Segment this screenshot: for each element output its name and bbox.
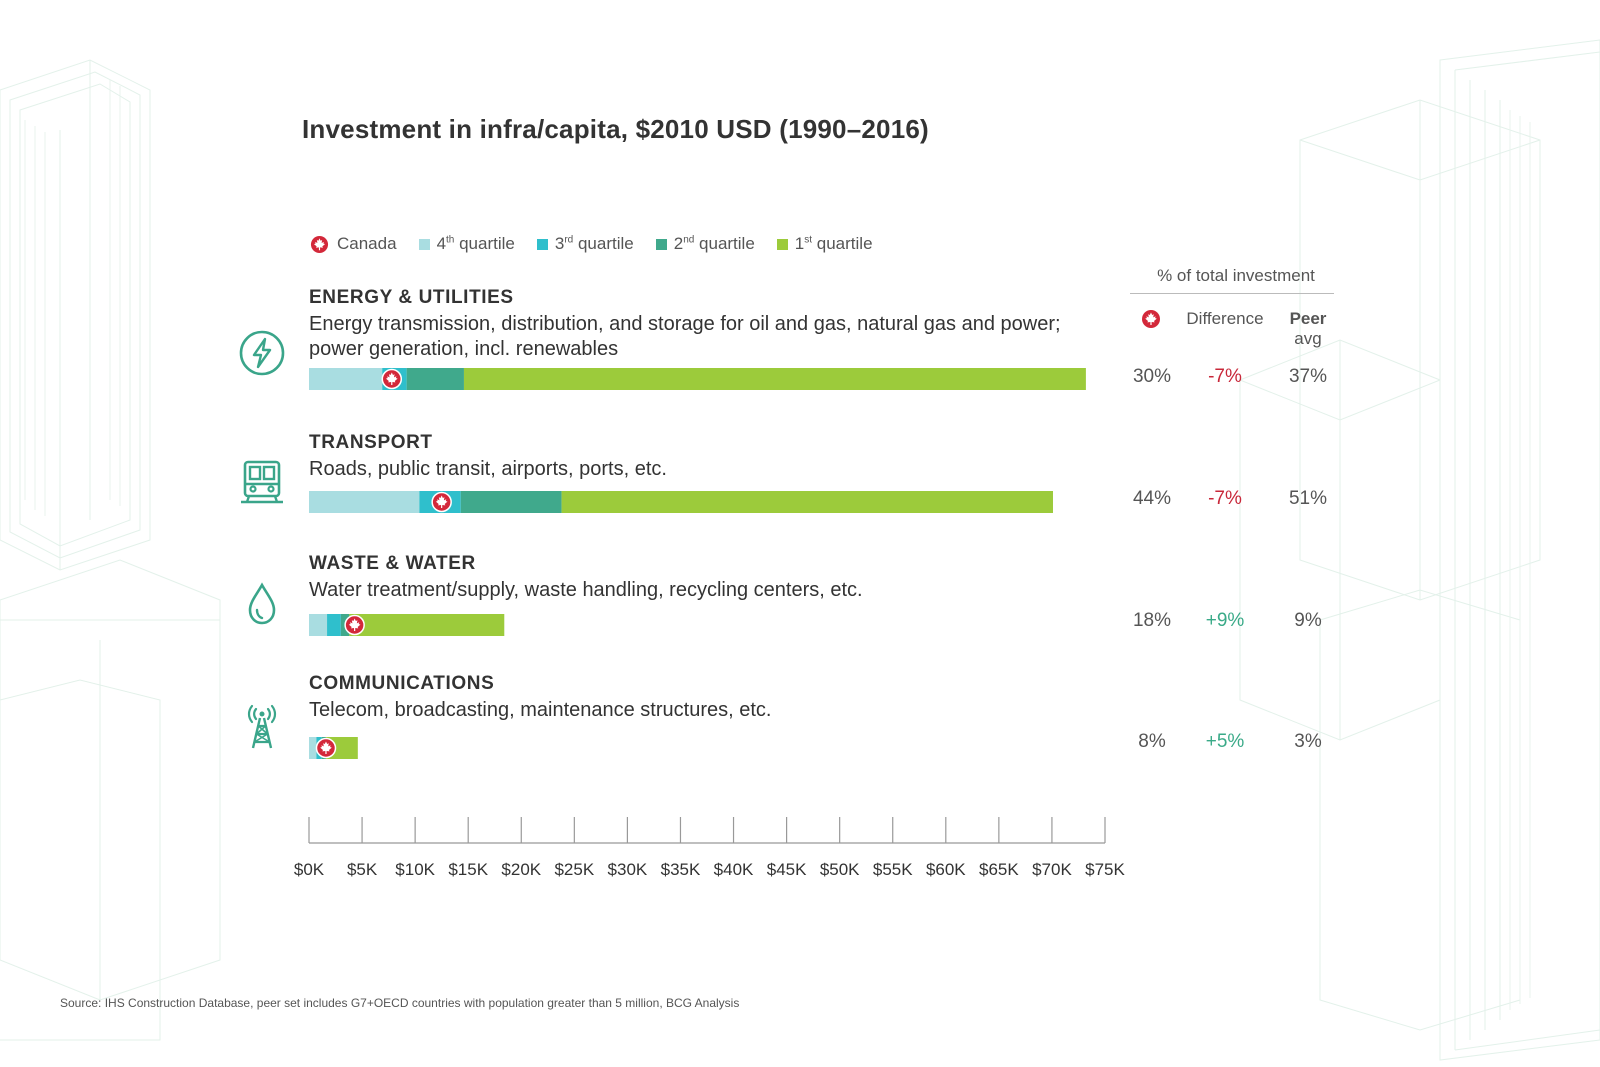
x-tick-label: $5K <box>347 860 378 879</box>
peer-cell-transport: 51% <box>1288 488 1328 509</box>
diff-cell-communications: +5% <box>1205 731 1245 752</box>
category-desc-communications: Telecom, broadcasting, maintenance struc… <box>309 699 772 721</box>
x-tick-label: $20K <box>501 860 541 879</box>
x-tick-label: $0K <box>294 860 325 879</box>
share-cell-communications: 8% <box>1138 731 1166 752</box>
legend: Canada 4th quartile 3rd quartile 2nd qua… <box>310 232 895 256</box>
canada-marker-waste <box>344 614 365 636</box>
peer-cell-energy: 37% <box>1288 366 1328 387</box>
table-header-rule <box>1130 293 1334 294</box>
lightning-bolt-icon <box>239 330 285 376</box>
share-cell-waste: 18% <box>1132 610 1172 631</box>
legend-swatch-q1 <box>776 238 788 250</box>
category-title-energy: ENERGY & UTILITIES <box>309 287 514 308</box>
bar-segment-q1-waste <box>349 614 505 636</box>
peer-column-header-line1: Peer <box>1289 309 1327 328</box>
x-tick-label: $65K <box>979 860 1019 879</box>
legend-label-canada: Canada <box>337 234 397 253</box>
category-title-communications: COMMUNICATIONS <box>309 673 495 694</box>
table-header: % of total investment <box>1157 266 1315 285</box>
canada-marker-communications <box>315 737 337 759</box>
maple-leaf-icon <box>310 235 329 253</box>
peer-cell-communications: 3% <box>1294 731 1322 752</box>
share-cell-transport: 44% <box>1132 488 1172 509</box>
bar-segment-q4-waste <box>309 614 328 636</box>
bar-segment-q4-transport <box>309 491 420 513</box>
legend-label-q2: 2nd quartile <box>673 234 755 253</box>
bar-segment-q2-transport <box>460 491 562 513</box>
legend-label-q1: 1st quartile <box>794 234 873 253</box>
difference-column-header: Difference <box>1186 309 1264 328</box>
peer-cell-waste: 9% <box>1294 610 1322 631</box>
x-tick-label: $25K <box>554 860 594 879</box>
antenna-tower-icon <box>247 704 277 749</box>
bar-segment-q1-transport <box>561 491 1053 513</box>
chart-title: Investment in infra/capita, $2010 USD (1… <box>302 114 929 144</box>
x-tick-label: $40K <box>714 860 754 879</box>
peer-column-header: Peer avg <box>1280 309 1336 349</box>
x-tick-label: $35K <box>661 860 701 879</box>
bar-segment-q3-waste <box>327 614 341 636</box>
x-tick-label: $45K <box>767 860 807 879</box>
x-tick-label: $15K <box>448 860 488 879</box>
bar-segment-q4-energy <box>309 368 383 390</box>
legend-label-q3: 3rd quartile <box>554 234 634 253</box>
peer-column-header-line2: avg <box>1294 329 1322 348</box>
source-note: Source: IHS Construction Database, peer … <box>60 996 740 1010</box>
bar-segment-q4-communications <box>309 737 317 759</box>
legend-item-q4: 4th quartile <box>418 234 515 254</box>
legend-item-canada: Canada <box>310 234 397 254</box>
train-icon <box>241 460 283 504</box>
category-desc-waste: Water treatment/supply, waste handling, … <box>309 579 863 601</box>
legend-label-q4: 4th quartile <box>436 234 515 253</box>
category-title-waste: WASTE & WATER <box>309 553 476 574</box>
legend-swatch-q3 <box>536 238 548 250</box>
category-desc-transport: Roads, public transit, airports, ports, … <box>309 458 667 480</box>
canada-marker-transport <box>431 491 452 513</box>
diff-cell-energy: -7% <box>1208 366 1242 387</box>
x-tick-label: $50K <box>820 860 860 879</box>
legend-item-q3: 3rd quartile <box>536 234 634 254</box>
diff-cell-waste: +9% <box>1205 610 1245 631</box>
x-tick-label: $30K <box>608 860 648 879</box>
legend-swatch-q4 <box>418 238 430 250</box>
x-tick-label: $55K <box>873 860 913 879</box>
legend-item-q1: 1st quartile <box>776 234 873 254</box>
share-cell-energy: 30% <box>1132 366 1172 387</box>
diff-cell-transport: -7% <box>1208 488 1242 509</box>
bar-segment-q1-energy <box>463 368 1086 390</box>
bar-segment-q2-energy <box>406 368 464 390</box>
category-title-transport: TRANSPORT <box>309 432 433 453</box>
category-desc-energy: Energy transmission, distribution, and s… <box>309 313 1061 360</box>
x-tick-label: $75K <box>1085 860 1125 879</box>
x-tick-label: $70K <box>1032 860 1072 879</box>
water-drop-icon <box>248 582 276 625</box>
legend-swatch-q2 <box>655 238 667 250</box>
x-tick-label: $10K <box>395 860 435 879</box>
x-tick-label: $60K <box>926 860 966 879</box>
canada-column-icon <box>1142 310 1160 328</box>
canada-marker-energy <box>381 368 403 390</box>
legend-item-q2: 2nd quartile <box>655 234 755 254</box>
